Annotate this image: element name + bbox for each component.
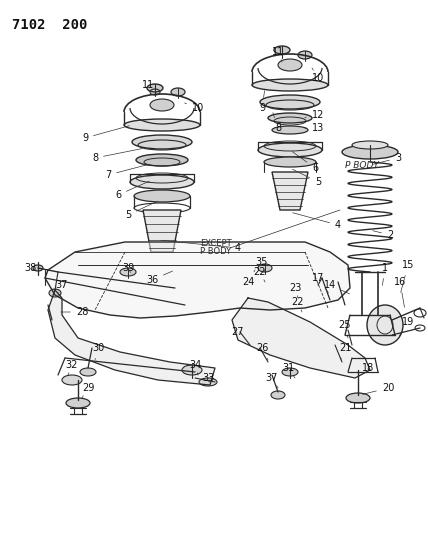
Ellipse shape <box>272 126 308 134</box>
Text: 4: 4 <box>161 240 241 253</box>
Ellipse shape <box>134 190 190 202</box>
Text: 2: 2 <box>373 230 393 240</box>
Text: 27: 27 <box>232 327 244 343</box>
Text: 19: 19 <box>399 317 414 336</box>
Text: 37: 37 <box>266 373 278 388</box>
Text: 8: 8 <box>92 149 142 163</box>
Text: 12: 12 <box>305 110 324 120</box>
Ellipse shape <box>271 391 285 399</box>
Text: 4: 4 <box>293 213 341 230</box>
Text: 5: 5 <box>292 169 321 187</box>
Ellipse shape <box>278 59 302 71</box>
Text: 10: 10 <box>312 68 324 83</box>
Ellipse shape <box>62 375 82 385</box>
Ellipse shape <box>264 157 316 167</box>
Text: 34: 34 <box>189 360 201 375</box>
Ellipse shape <box>147 84 163 92</box>
Ellipse shape <box>199 378 217 386</box>
Ellipse shape <box>260 95 320 109</box>
Text: 18: 18 <box>360 358 374 373</box>
Ellipse shape <box>33 265 43 271</box>
Text: 25: 25 <box>339 320 351 338</box>
Text: 5: 5 <box>125 201 158 220</box>
Ellipse shape <box>136 154 188 166</box>
Ellipse shape <box>258 264 272 272</box>
Text: 1: 1 <box>382 263 388 285</box>
Text: 6: 6 <box>292 151 318 173</box>
Text: 36: 36 <box>146 271 172 285</box>
Text: 39: 39 <box>122 263 134 273</box>
Ellipse shape <box>80 368 96 376</box>
Text: 37: 37 <box>56 280 68 295</box>
Ellipse shape <box>268 113 312 123</box>
Text: 29: 29 <box>82 383 94 398</box>
Ellipse shape <box>49 289 61 297</box>
Text: 33: 33 <box>202 373 214 383</box>
Text: 6: 6 <box>115 181 149 200</box>
Text: 9: 9 <box>259 91 265 113</box>
Text: 23: 23 <box>289 283 301 298</box>
Ellipse shape <box>120 268 136 276</box>
Text: 35: 35 <box>256 257 268 272</box>
Ellipse shape <box>132 135 192 149</box>
Text: 16: 16 <box>394 277 406 307</box>
Ellipse shape <box>352 141 388 149</box>
Text: 24: 24 <box>242 270 255 287</box>
Ellipse shape <box>367 305 403 345</box>
Text: 15: 15 <box>401 260 414 292</box>
Ellipse shape <box>182 365 202 375</box>
Ellipse shape <box>282 368 298 376</box>
Text: 26: 26 <box>256 343 268 360</box>
Text: 22: 22 <box>292 297 304 312</box>
Text: 32: 32 <box>66 360 78 375</box>
Text: 14: 14 <box>324 280 350 294</box>
Text: P BODY: P BODY <box>345 160 379 169</box>
Ellipse shape <box>298 51 312 59</box>
Text: P BODY: P BODY <box>200 247 231 256</box>
Text: 10: 10 <box>184 103 204 113</box>
Ellipse shape <box>66 398 90 408</box>
Ellipse shape <box>171 88 185 96</box>
Polygon shape <box>48 290 215 385</box>
Ellipse shape <box>124 119 200 131</box>
Text: 11: 11 <box>272 47 284 62</box>
Ellipse shape <box>150 99 174 111</box>
Ellipse shape <box>130 175 194 189</box>
Ellipse shape <box>258 143 322 157</box>
Text: 8: 8 <box>273 112 281 133</box>
Text: 28: 28 <box>61 307 88 317</box>
Polygon shape <box>232 298 370 378</box>
Polygon shape <box>272 172 308 210</box>
Text: 17: 17 <box>312 273 328 293</box>
Polygon shape <box>45 242 350 318</box>
Text: EXCEPT: EXCEPT <box>200 238 232 247</box>
Text: 38: 38 <box>24 263 36 273</box>
Text: 3: 3 <box>373 153 401 164</box>
Text: 21: 21 <box>339 343 351 359</box>
Text: 13: 13 <box>305 123 324 133</box>
Text: 30: 30 <box>92 343 104 360</box>
Text: 31: 31 <box>282 363 295 378</box>
Ellipse shape <box>346 393 370 403</box>
Text: 20: 20 <box>363 383 394 394</box>
Ellipse shape <box>274 46 290 54</box>
Text: 7102  200: 7102 200 <box>12 18 87 32</box>
Ellipse shape <box>342 145 398 159</box>
Text: 7: 7 <box>105 165 147 180</box>
Text: 9: 9 <box>82 126 129 143</box>
Polygon shape <box>143 210 181 252</box>
Ellipse shape <box>252 79 328 91</box>
Text: 11: 11 <box>142 80 158 95</box>
Text: 22: 22 <box>254 267 266 282</box>
